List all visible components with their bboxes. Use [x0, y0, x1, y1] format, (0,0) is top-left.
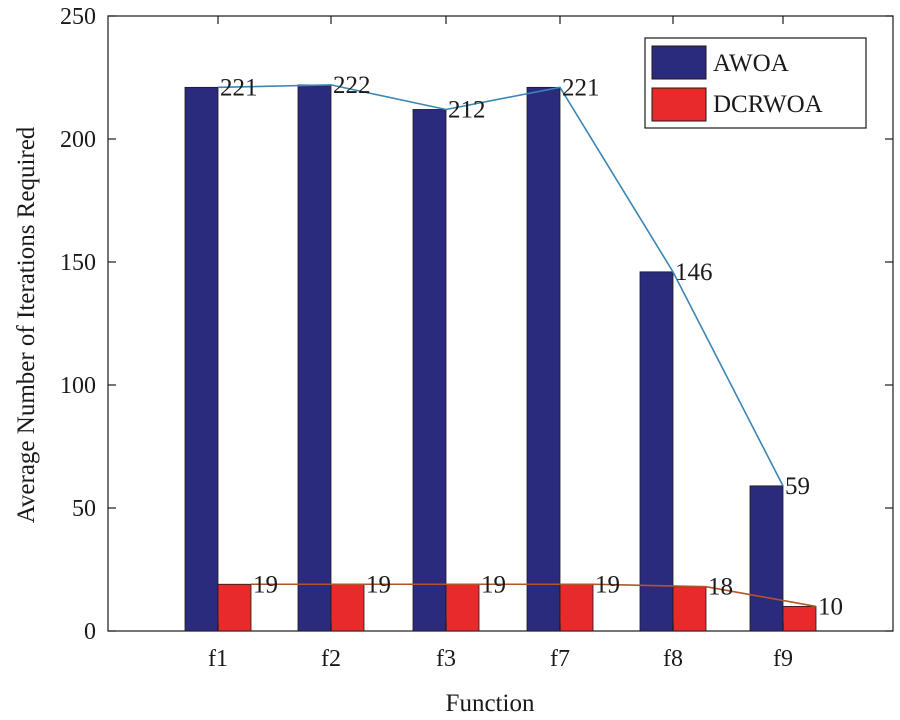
data-labels-layer: 221 222 212 221 146 59 19 19 19 19 18 10 [220, 72, 843, 621]
y-tick-label: 0 [84, 619, 96, 645]
bar-dcrwoa-f8 [672, 586, 707, 632]
data-label-dcrwoa-f8: 18 [708, 574, 733, 601]
bar-dcrwoa-f2 [330, 583, 365, 632]
ticks-layer: 0 50 100 150 200 250 f1 f2 f3 f7 f8 f9 [60, 4, 893, 672]
x-tick-label: f2 [321, 646, 341, 672]
bar-dcrwoa-f9 [782, 606, 817, 632]
bar-awoa-f9 [749, 485, 784, 632]
trend-line-awoa [217, 84, 784, 487]
data-label-awoa-f7: 221 [562, 74, 600, 101]
y-tick-label: 250 [60, 4, 96, 30]
y-tick-label: 100 [60, 373, 96, 399]
bar-dcrwoa-f1 [217, 583, 252, 632]
axes-layer [107, 15, 894, 632]
data-label-awoa-f2: 222 [333, 72, 371, 99]
legend-swatch-dcrwoa [651, 87, 707, 122]
bar-awoa-f2 [297, 84, 332, 632]
trend-lines-layer [217, 84, 817, 608]
data-label-dcrwoa-f1: 19 [253, 571, 278, 598]
y-tick-label: 200 [60, 127, 96, 153]
data-label-awoa-f3: 212 [448, 96, 486, 123]
legend-label-awoa: AWOA [713, 50, 789, 77]
x-tick-label: f8 [663, 646, 683, 672]
y-tick-label: 50 [72, 496, 96, 522]
bar-dcrwoa-f3 [445, 583, 480, 632]
data-label-awoa-f8: 146 [675, 259, 713, 286]
x-tick-label: f9 [773, 646, 793, 672]
x-axis-title: Function [446, 690, 535, 717]
legend-swatch-awoa [651, 45, 707, 80]
bar-dcrwoa-f7 [559, 583, 594, 632]
data-label-dcrwoa-f7: 19 [595, 571, 620, 598]
data-label-dcrwoa-f3: 19 [481, 571, 506, 598]
x-tick-label: f7 [550, 646, 570, 672]
bar-awoa-f8 [639, 271, 674, 632]
bar-awoa-f7 [526, 86, 561, 632]
x-tick-label: f3 [436, 646, 456, 672]
trend-line-dcrwoa [251, 583, 817, 608]
legend: AWOA DCRWOA [644, 37, 867, 129]
y-axis-title: Average Number of Iterations Required [13, 126, 40, 523]
data-label-dcrwoa-f9: 10 [818, 593, 843, 620]
x-tick-label: f1 [208, 646, 228, 672]
data-label-dcrwoa-f2: 19 [366, 571, 391, 598]
data-label-awoa-f1: 221 [220, 74, 258, 101]
y-tick-label: 150 [60, 250, 96, 276]
data-label-awoa-f9: 59 [785, 473, 810, 500]
legend-label-dcrwoa: DCRWOA [713, 91, 823, 118]
plot-frame [107, 15, 894, 632]
bar-awoa-f3 [412, 109, 447, 632]
bar-awoa-f1 [184, 86, 219, 632]
